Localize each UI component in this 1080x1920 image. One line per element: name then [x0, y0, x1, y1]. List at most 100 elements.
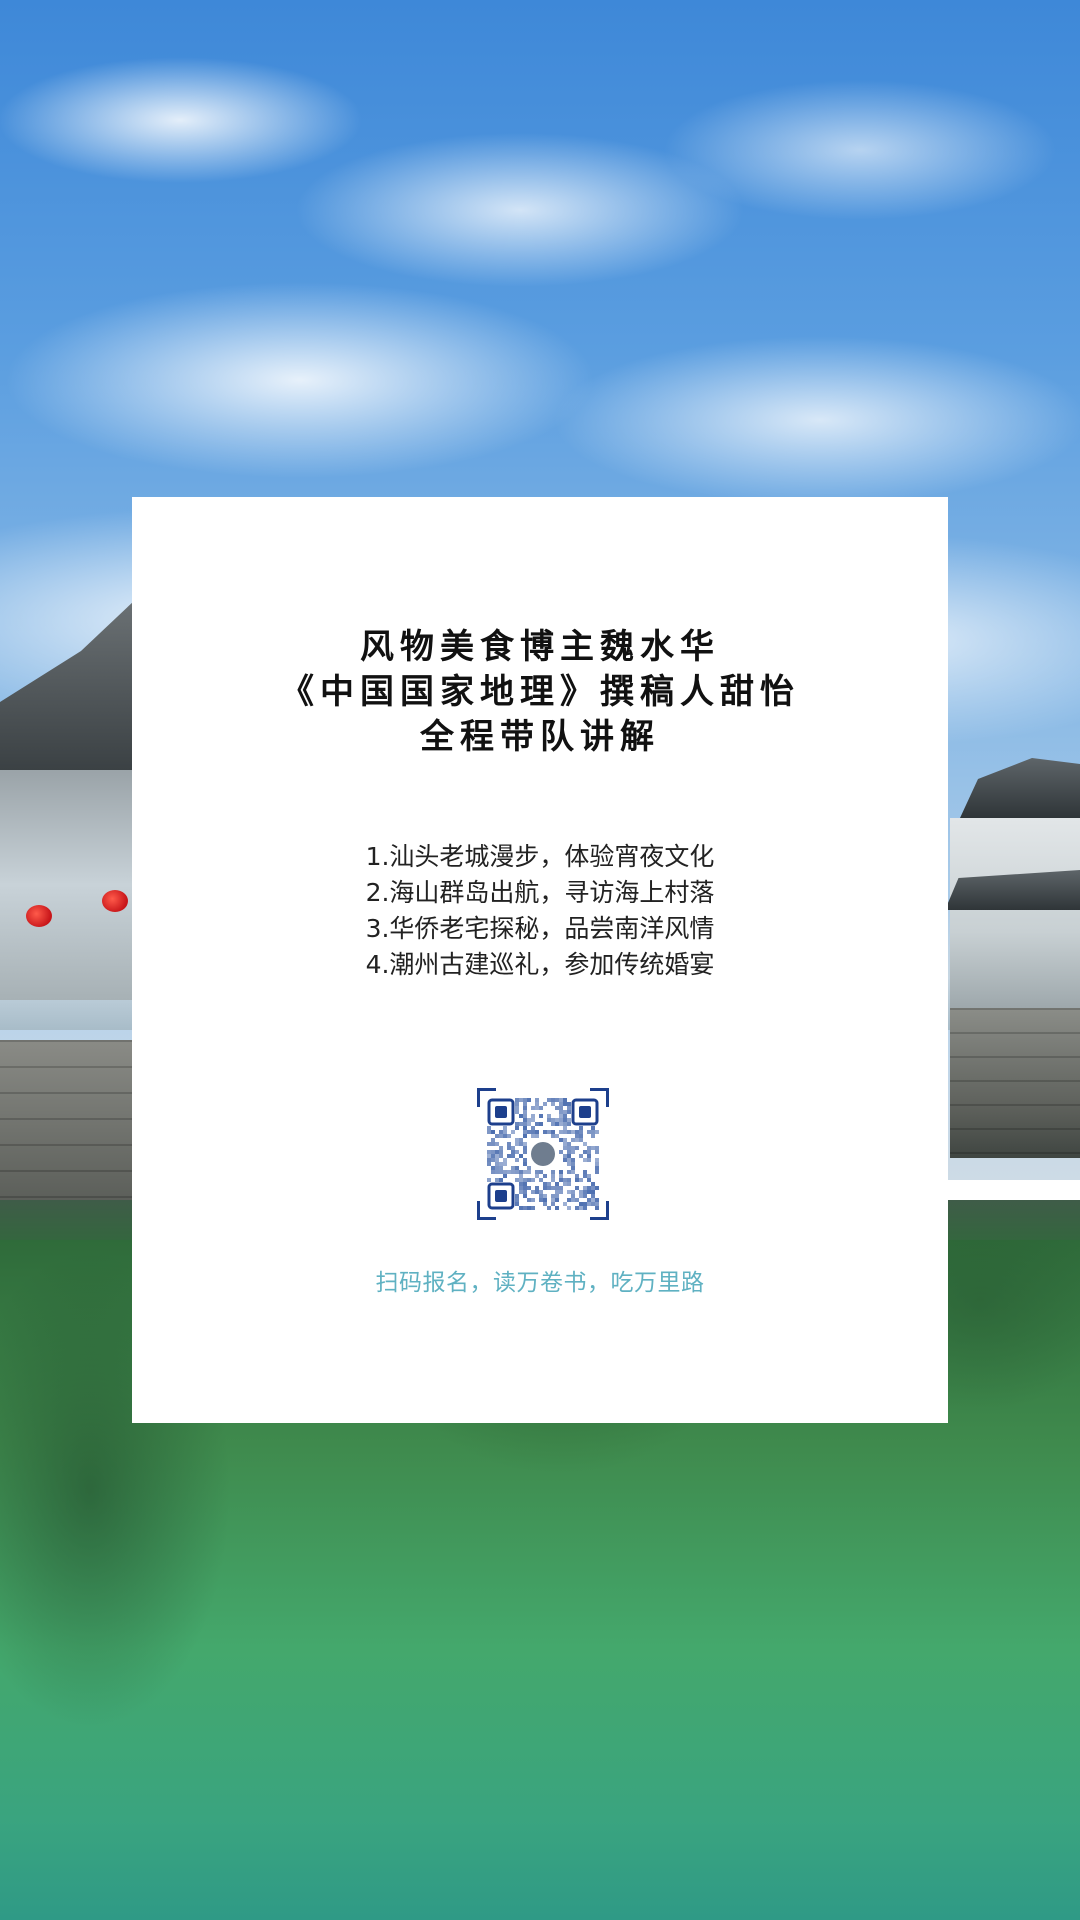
qr-module	[583, 1194, 587, 1198]
qr-module	[583, 1158, 587, 1162]
qr-code-frame[interactable]	[477, 1088, 609, 1220]
qr-finder-pattern	[487, 1098, 515, 1126]
qr-module	[559, 1190, 563, 1194]
qr-module	[527, 1186, 531, 1190]
qr-module	[551, 1186, 555, 1190]
qr-module	[595, 1198, 599, 1202]
qr-module	[555, 1194, 559, 1198]
qr-module	[583, 1206, 587, 1210]
qr-module	[527, 1130, 531, 1134]
qr-module	[503, 1130, 507, 1134]
qr-module	[595, 1158, 599, 1162]
qr-module	[591, 1190, 595, 1194]
qr-finder-center	[579, 1106, 591, 1118]
qr-module	[575, 1178, 579, 1182]
qr-module	[487, 1158, 491, 1162]
qr-module	[579, 1194, 583, 1198]
left-pavilion	[0, 770, 135, 1000]
qr-module	[531, 1106, 535, 1110]
qr-module	[535, 1186, 539, 1190]
qr-module	[527, 1170, 531, 1174]
lantern-icon	[102, 890, 128, 912]
qr-module	[595, 1202, 599, 1206]
qr-module	[587, 1158, 591, 1162]
qr-module	[563, 1114, 567, 1118]
qr-module	[551, 1178, 555, 1182]
qr-module	[527, 1122, 531, 1126]
headline: 风物美食博主魏水华 《中国国家地理》撰稿人甜怡 全程带队讲解	[132, 625, 948, 760]
qr-module	[567, 1146, 571, 1150]
qr-module	[515, 1194, 519, 1198]
qr-module	[567, 1162, 571, 1166]
qr-module	[575, 1198, 579, 1202]
qr-module	[567, 1142, 571, 1146]
qr-module	[563, 1122, 567, 1126]
qr-module	[559, 1110, 563, 1114]
qr-module	[579, 1134, 583, 1138]
qr-module	[531, 1130, 535, 1134]
qr-module	[551, 1098, 555, 1102]
qr-module	[531, 1198, 535, 1202]
qr-module	[563, 1142, 567, 1146]
itinerary-item: 2.海山群岛出航，寻访海上村落	[365, 878, 715, 907]
qr-module	[571, 1150, 575, 1154]
qr-module	[587, 1174, 591, 1178]
qr-module	[519, 1186, 523, 1190]
qr-module	[567, 1182, 571, 1186]
qr-module	[555, 1098, 559, 1102]
qr-module	[587, 1146, 591, 1150]
qr-module	[487, 1126, 491, 1130]
qr-module	[507, 1142, 511, 1146]
qr-module	[511, 1154, 515, 1158]
qr-module	[591, 1202, 595, 1206]
qr-module	[555, 1182, 559, 1186]
qr-module	[503, 1170, 507, 1174]
qr-module	[495, 1178, 499, 1182]
qr-corner-mark	[477, 1088, 496, 1107]
qr-module	[535, 1122, 539, 1126]
qr-module	[567, 1110, 571, 1114]
qr-module	[535, 1174, 539, 1178]
qr-module	[523, 1162, 527, 1166]
qr-module	[559, 1102, 563, 1106]
qr-module	[499, 1130, 503, 1134]
qr-module	[567, 1150, 571, 1154]
headline-line: 风物美食博主魏水华	[360, 627, 720, 667]
qr-module	[559, 1150, 563, 1154]
qr-module	[507, 1154, 511, 1158]
qr-finder-center	[495, 1190, 507, 1202]
qr-module	[567, 1106, 571, 1110]
qr-module	[571, 1130, 575, 1134]
qr-module	[519, 1178, 523, 1182]
qr-module	[563, 1154, 567, 1158]
qr-module	[499, 1154, 503, 1158]
qr-module	[523, 1190, 527, 1194]
qr-module	[579, 1190, 583, 1194]
qr-module	[547, 1186, 551, 1190]
qr-module	[587, 1190, 591, 1194]
qr-module	[563, 1178, 567, 1182]
qr-module	[499, 1150, 503, 1154]
qr-module	[563, 1130, 567, 1134]
qr-module	[515, 1166, 519, 1170]
qr-module	[587, 1198, 591, 1202]
qr-module	[495, 1134, 499, 1138]
qr-module	[579, 1154, 583, 1158]
qr-code-icon[interactable]	[487, 1098, 599, 1210]
qr-module	[555, 1198, 559, 1202]
qr-module	[555, 1122, 559, 1126]
qr-module	[595, 1146, 599, 1150]
qr-module	[555, 1190, 559, 1194]
qr-module	[539, 1106, 543, 1110]
qr-module	[559, 1186, 563, 1190]
qr-module	[591, 1198, 595, 1202]
qr-module	[495, 1170, 499, 1174]
qr-module	[535, 1190, 539, 1194]
qr-module	[515, 1170, 519, 1174]
qr-module	[575, 1138, 579, 1142]
qr-module	[495, 1166, 499, 1170]
itinerary-item: 4.潮州古建巡礼，参加传统婚宴	[365, 950, 715, 979]
qr-module	[543, 1198, 547, 1202]
qr-module	[587, 1178, 591, 1182]
qr-module	[507, 1134, 511, 1138]
